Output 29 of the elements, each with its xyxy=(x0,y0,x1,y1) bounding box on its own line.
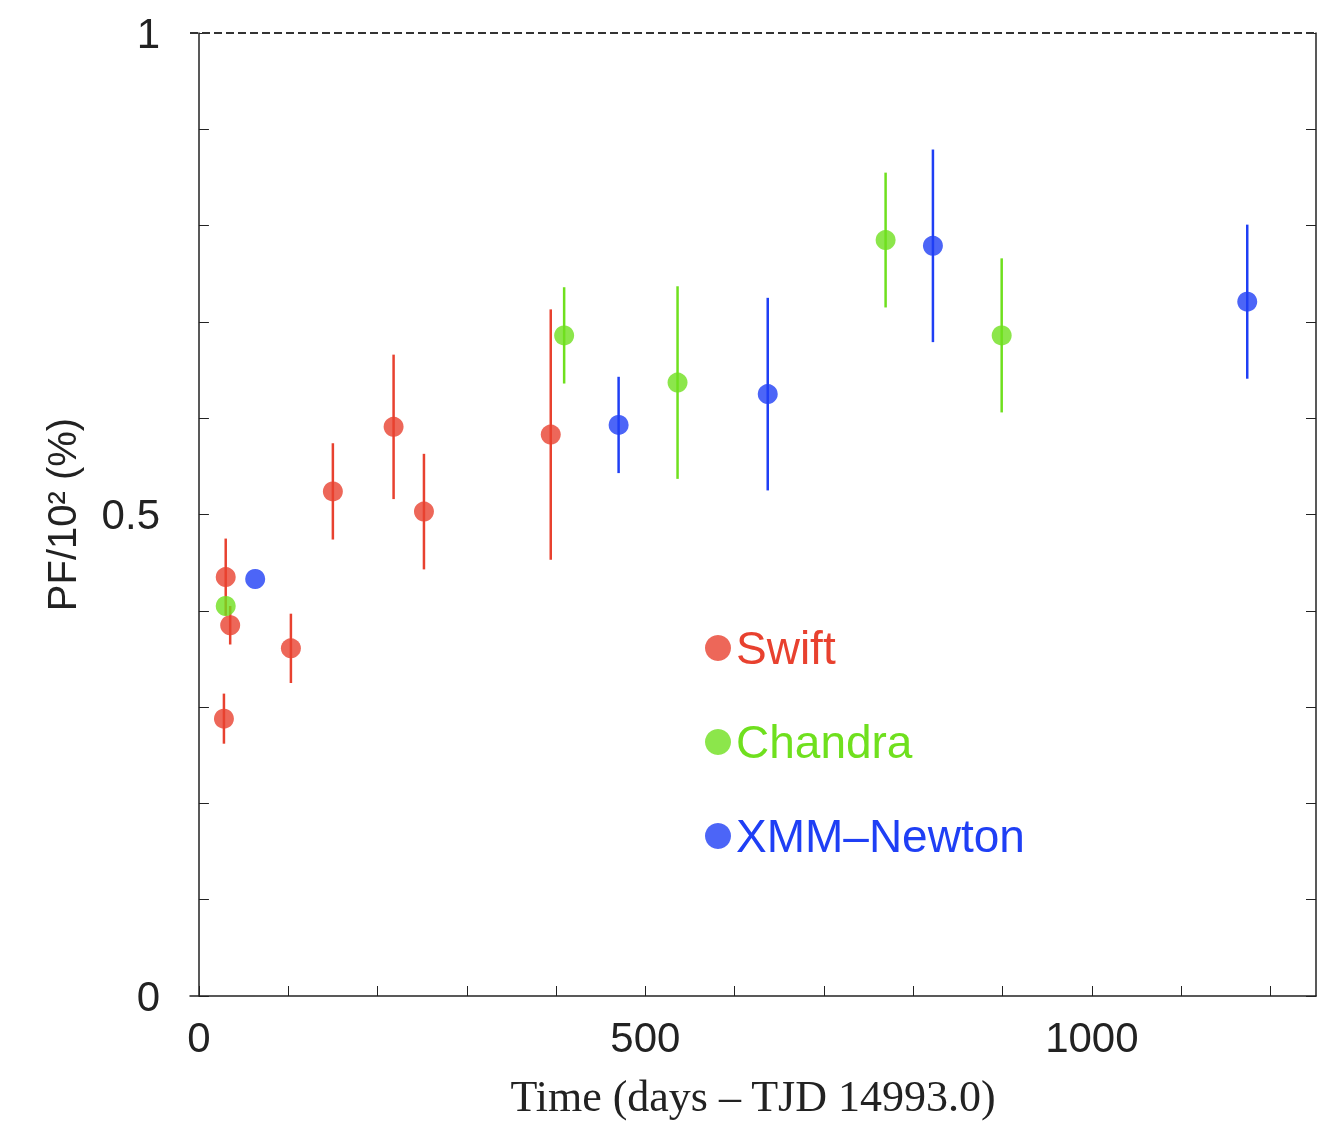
point xyxy=(667,372,688,393)
point xyxy=(875,230,896,251)
point xyxy=(757,384,778,405)
legend-label: XMM–Newton xyxy=(736,810,1025,862)
y-axis-title: PF/10² (%) xyxy=(40,417,84,612)
point xyxy=(280,638,301,659)
point xyxy=(213,708,234,729)
point xyxy=(1237,291,1258,312)
point xyxy=(413,501,434,522)
x-tick-label: 500 xyxy=(610,1013,681,1061)
x-tick-label: 0 xyxy=(187,1013,211,1061)
point xyxy=(922,235,943,256)
point xyxy=(322,481,343,502)
legend-label: Chandra xyxy=(736,716,913,768)
point xyxy=(220,615,241,636)
point xyxy=(245,569,266,590)
point xyxy=(215,567,236,588)
point xyxy=(383,416,404,437)
y-tick-label: 1 xyxy=(136,9,160,57)
point xyxy=(215,595,236,616)
point xyxy=(554,325,575,346)
y-tick-label: 0 xyxy=(136,972,160,1020)
x-tick-label: 1000 xyxy=(1045,1013,1139,1061)
point xyxy=(991,325,1012,346)
y-tick-label: 0.5 xyxy=(101,491,160,538)
x-axis-title: Time (days – TJD 14993.0) xyxy=(510,1071,996,1121)
point xyxy=(540,424,561,445)
point xyxy=(608,414,629,435)
legend-label: Swift xyxy=(736,622,836,674)
